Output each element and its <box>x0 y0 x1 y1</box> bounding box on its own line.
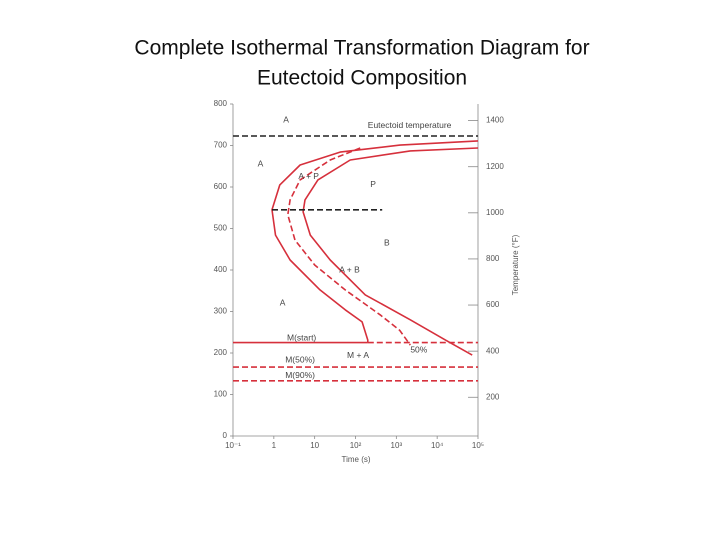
x-tick-label: 10³ <box>391 441 403 450</box>
x-tick-label: 10 <box>310 441 319 450</box>
x-axis-label: Time (s) <box>341 455 370 464</box>
y2-tick-label: 400 <box>486 346 500 355</box>
annotation: B <box>384 237 390 247</box>
annotation: P <box>370 179 376 189</box>
annotation: A <box>283 114 289 124</box>
curve <box>287 147 411 346</box>
x-tick-label: 10² <box>350 441 362 450</box>
y-tick-label: 800 <box>214 99 228 108</box>
x-tick-label: 10⁻¹ <box>225 441 241 450</box>
chart-title: Eutectoid Composition <box>257 67 467 90</box>
curve <box>302 147 479 356</box>
y-tick-label: 0 <box>223 431 228 440</box>
annotation: M(start) <box>287 332 316 342</box>
y2-tick-label: 1200 <box>486 162 504 171</box>
y2-tick-label: 800 <box>486 254 500 263</box>
annotation: A + P <box>298 171 319 181</box>
y-tick-label: 500 <box>214 224 228 233</box>
x-tick-label: 10⁵ <box>472 441 484 450</box>
annotation: A <box>258 158 264 168</box>
annotation: M + A <box>347 350 369 360</box>
y-tick-label: 300 <box>214 307 228 316</box>
y2-axis-label: Temperature (°F) <box>511 234 520 295</box>
chart-title: Complete Isothermal Transformation Diagr… <box>134 37 589 60</box>
annotation: A <box>280 297 286 307</box>
x-tick-label: 1 <box>272 441 277 450</box>
curve <box>271 140 479 343</box>
annotation: Eutectoid temperature <box>368 120 452 130</box>
annotation: A + B <box>339 264 360 274</box>
y2-tick-label: 1400 <box>486 116 504 125</box>
x-tick-label: 10⁴ <box>431 441 444 450</box>
annotation: M(90%) <box>285 370 315 380</box>
y2-tick-label: 1000 <box>486 208 504 217</box>
y-tick-label: 600 <box>214 182 228 191</box>
y-tick-label: 100 <box>214 390 228 399</box>
y-tick-label: 400 <box>214 265 228 274</box>
annotation: M(50%) <box>285 354 315 364</box>
y2-tick-label: 200 <box>486 392 500 401</box>
y-tick-label: 700 <box>214 141 228 150</box>
y-tick-label: 200 <box>214 348 228 357</box>
annotation: 50% <box>410 344 427 354</box>
y2-tick-label: 600 <box>486 300 500 309</box>
